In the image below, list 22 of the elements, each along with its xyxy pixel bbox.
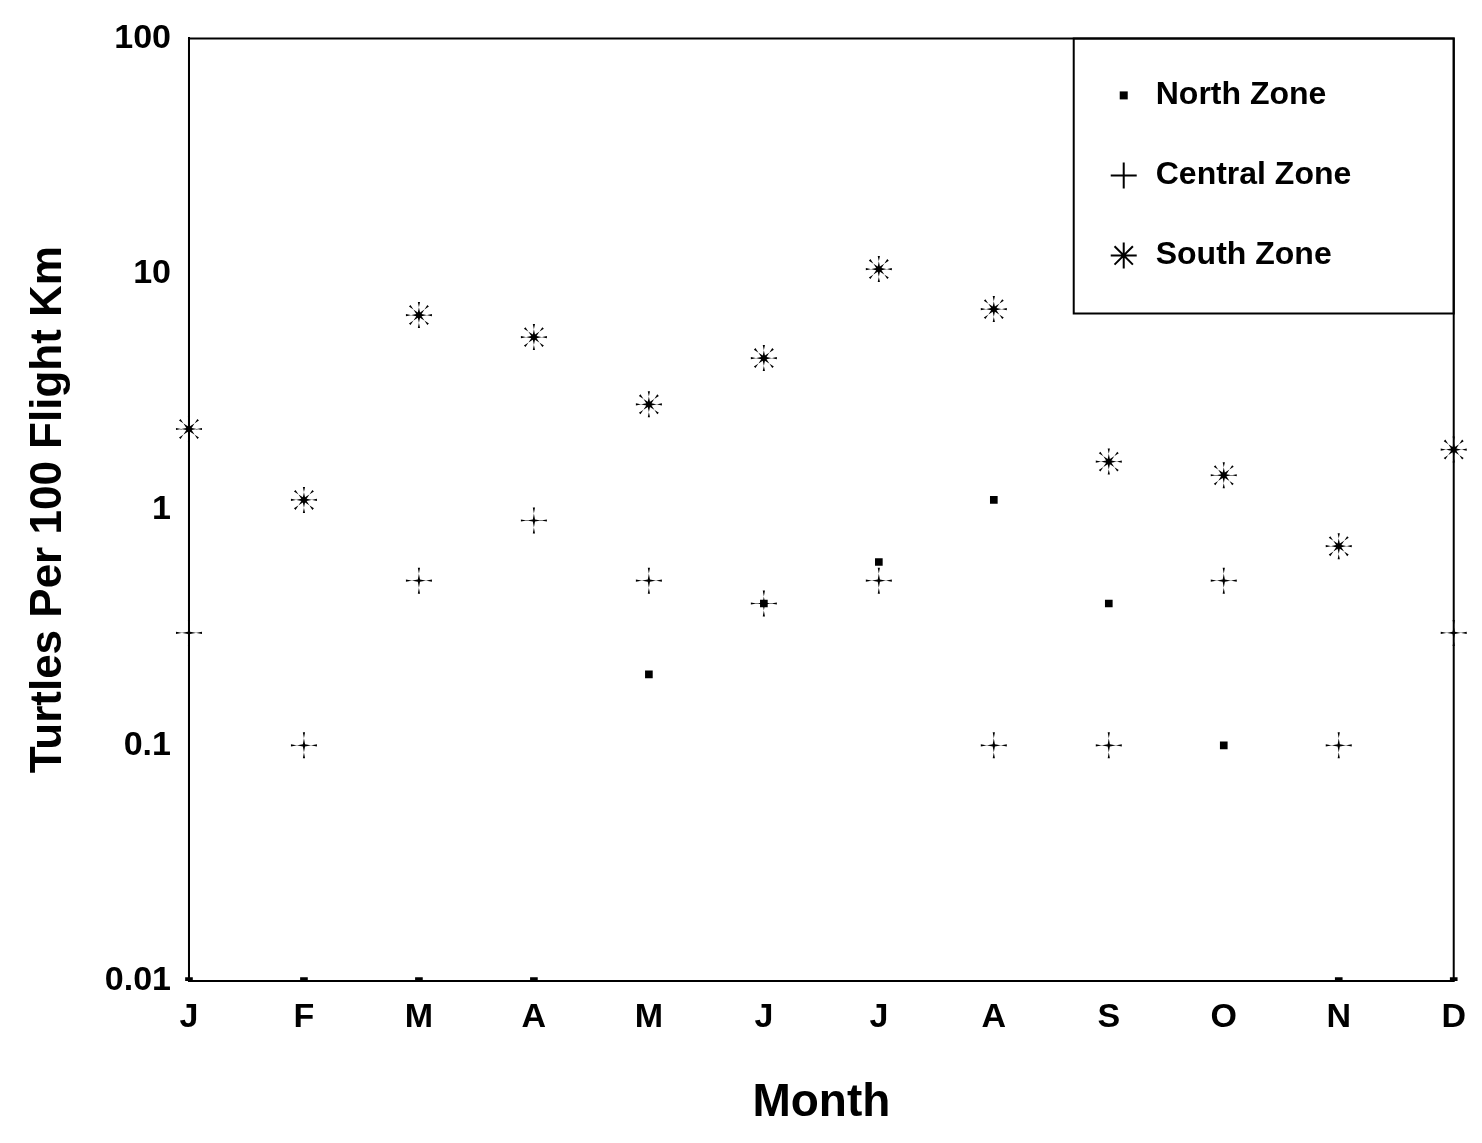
x-tick-label: J: [754, 995, 774, 1034]
legend-label: South Zone: [1155, 235, 1332, 272]
x-tick-label: S: [1097, 995, 1121, 1034]
y-tick-label: 0.1: [123, 723, 171, 762]
x-tick-label: A: [521, 995, 547, 1034]
x-tick-label: J: [179, 995, 199, 1034]
x-tick-label: F: [293, 995, 315, 1034]
x-tick-label: N: [1326, 995, 1352, 1034]
x-tick-label: A: [981, 995, 1007, 1034]
x-tick-label: M: [404, 995, 434, 1034]
y-tick-label: 1: [152, 488, 171, 527]
y-axis-title: Turtles Per 100 Flight Km: [20, 246, 70, 774]
legend-label: North Zone: [1155, 75, 1327, 112]
x-tick-label: D: [1441, 995, 1466, 1034]
legend-label: Central Zone: [1155, 155, 1352, 192]
y-tick-label: 10: [133, 252, 171, 291]
y-tick-label: 0.01: [104, 959, 171, 998]
y-tick-label: 100: [114, 16, 171, 55]
x-tick-label: M: [634, 995, 664, 1034]
x-tick-label: J: [869, 995, 889, 1034]
x-axis-title: Month: [752, 1074, 891, 1127]
x-tick-label: O: [1210, 995, 1237, 1034]
